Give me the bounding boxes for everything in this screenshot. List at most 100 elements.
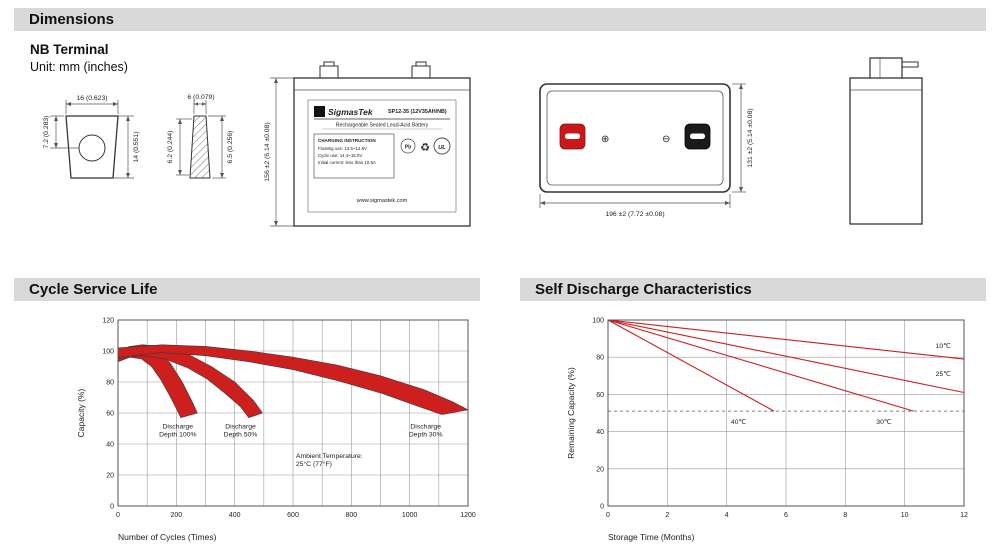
brand-logo-icon: [314, 106, 325, 117]
svg-text:Discharge: Discharge: [162, 424, 193, 431]
svg-text:Capacity (%): Capacity (%): [76, 389, 86, 438]
svg-text:200: 200: [170, 512, 182, 519]
terminal-side-width-dimension: 6 (0.079): [187, 94, 215, 114]
top-view-depth-text: 131 ±2 (5.14 ±0.08): [747, 108, 754, 167]
cycle-service-life-header: Cycle Service Life: [14, 278, 480, 301]
svg-text:40: 40: [596, 429, 604, 436]
negative-mark: ⊖: [662, 134, 670, 145]
terminal-side-left-dimension: 6.2 (0.244): [167, 118, 192, 176]
svg-text:Depth 50%: Depth 50%: [224, 432, 258, 439]
svg-text:60: 60: [596, 392, 604, 399]
model-number: SP12-35 (12V35AH/NB): [388, 109, 447, 115]
svg-text:40℃: 40℃: [731, 419, 747, 426]
battery-type-text: Rechargeable Sealed Lead-Acid Battery: [336, 123, 429, 129]
svg-text:80: 80: [106, 380, 114, 387]
battery-side-drawing: [849, 57, 923, 225]
svg-text:0: 0: [606, 512, 610, 519]
svg-text:1200: 1200: [460, 512, 476, 519]
svg-text:6: 6: [784, 512, 788, 519]
terminal-side-shape: [189, 115, 211, 179]
charging-line-3: Initial current: less than 10.5A: [318, 160, 376, 165]
svg-text:Remaining Capacity (%): Remaining Capacity (%): [566, 367, 576, 459]
svg-text:Ambient Temperature:: Ambient Temperature:: [296, 453, 363, 460]
svg-text:Discharge: Discharge: [225, 424, 256, 431]
side-view-terminal: [869, 57, 919, 78]
svg-text:Number of Cycles (Times): Number of Cycles (Times): [118, 532, 217, 542]
top-view-width-text: 196 ±2 (7.72 ±0.08): [605, 211, 664, 218]
svg-text:0: 0: [116, 512, 120, 519]
battery-label: Σ SigmasTek SP12-35 (12V35AH/NB) Recharg…: [307, 99, 457, 213]
top-view-depth-dimension: 131 ±2 (5.14 ±0.08): [732, 83, 754, 193]
terminal-side-right-dimension: 6.5 (0.256): [208, 115, 234, 179]
svg-text:0: 0: [600, 504, 604, 511]
svg-text:20: 20: [596, 466, 604, 473]
recycle-icon: ♻: [420, 142, 430, 154]
svg-text:60: 60: [106, 411, 114, 418]
svg-text:2: 2: [665, 512, 669, 519]
svg-text:25°C (77°F): 25°C (77°F): [296, 460, 332, 468]
charging-instruction-box: CHARGING INSTRUCTION Floating use: 13.5~…: [313, 133, 395, 179]
dimensions-title: Dimensions: [29, 11, 115, 28]
svg-text:0: 0: [110, 504, 114, 511]
terminal-width-text: 16 (0.623): [77, 95, 108, 102]
brand-logo-glyph: Σ: [317, 108, 322, 117]
battery-height-dimension: 156 ±2 (6.14 ±0.08): [264, 77, 294, 227]
svg-text:100: 100: [102, 349, 114, 356]
svg-text:20: 20: [106, 473, 114, 480]
svg-text:Storage Time (Months): Storage Time (Months): [608, 532, 695, 542]
svg-text:25℃: 25℃: [936, 371, 952, 378]
svg-text:30℃: 30℃: [876, 419, 892, 426]
svg-text:400: 400: [229, 512, 241, 519]
terminal-height-text: 14 (0.551): [133, 132, 140, 163]
svg-text:4: 4: [725, 512, 729, 519]
cycle-service-life-chart: 0 200 400 600 800 1000 1200 0 20 40 60 80 100 120 Disc…: [76, 318, 476, 543]
top-view-width-dimension: 196 ±2 (7.72 ±0.08): [539, 194, 731, 218]
terminal-side-right-text: 6.5 (0.256): [227, 131, 234, 164]
dimensions-section-header: Dimensions: [14, 8, 986, 31]
battery-height-text: 156 ±2 (6.14 ±0.08): [264, 122, 271, 181]
positive-mark: ⊕: [601, 134, 609, 145]
nb-terminal-label: NB Terminal: [30, 42, 109, 57]
terminal-upper-height-text: 7.2 (0.283): [43, 116, 50, 149]
self-discharge-chart: 0 2 4 6 8 10 12 0 20 40 60 80 100 10℃ 25℃ 30℃ 40℃ Storage…: [566, 318, 968, 543]
terminal-height-dimension: 14 (0.551): [113, 115, 140, 179]
self-discharge-title: Self Discharge Characteristics: [535, 281, 752, 298]
svg-text:1000: 1000: [402, 512, 418, 519]
self-discharge-header: Self Discharge Characteristics: [520, 278, 986, 301]
svg-text:10℃: 10℃: [936, 343, 952, 350]
svg-text:600: 600: [287, 512, 299, 519]
side-view-case: [849, 77, 923, 225]
svg-text:Depth 100%: Depth 100%: [159, 432, 196, 439]
top-view-case: [539, 83, 731, 193]
svg-text:10: 10: [901, 512, 909, 519]
battery-front-drawing: 156 ±2 (6.14 ±0.08) Σ SigmasTek SP12-35 …: [264, 61, 471, 227]
svg-text:Discharge: Discharge: [410, 424, 441, 431]
charging-title: CHARGING INSTRUCTION: [318, 138, 376, 143]
svg-text:12: 12: [960, 512, 968, 519]
negative-terminal: [684, 123, 711, 150]
brand-name: SigmasTek: [328, 107, 374, 117]
terminal-upper-height-dimension: 7.2 (0.283): [43, 116, 79, 149]
label-icons: Pb ♻ UL: [400, 137, 451, 155]
ul-icon: UL: [438, 145, 446, 151]
terminal-front-shape: [65, 115, 119, 179]
terminal-front-drawing: 16 (0.623) 7.2 (0.283) 14 (0.551): [43, 95, 140, 179]
svg-text:100: 100: [592, 318, 604, 325]
terminal-side-drawing: 6 (0.079) 6.2 (0.244) 6.5 (0.256): [167, 94, 234, 179]
svg-text:800: 800: [345, 512, 357, 519]
terminal-side-width-text: 6 (0.079): [187, 94, 214, 101]
charging-line-2: Cycle use: 14.4~15.0V: [318, 153, 362, 158]
svg-text:40: 40: [106, 442, 114, 449]
cycle-service-life-title: Cycle Service Life: [29, 281, 158, 298]
terminal-side-left-text: 6.2 (0.244): [167, 131, 174, 164]
svg-text:80: 80: [596, 355, 604, 362]
unit-note: Unit: mm (inches): [30, 60, 128, 74]
svg-text:120: 120: [102, 318, 114, 325]
battery-terminal-posts: [319, 61, 431, 79]
charging-line-1: Floating use: 13.5~13.8V: [318, 146, 367, 151]
terminal-width-dimension: 16 (0.623): [65, 95, 119, 114]
website-text: www.sigmastek.com: [356, 198, 408, 204]
svg-text:Depth 30%: Depth 30%: [409, 432, 443, 439]
positive-terminal: [559, 123, 586, 150]
